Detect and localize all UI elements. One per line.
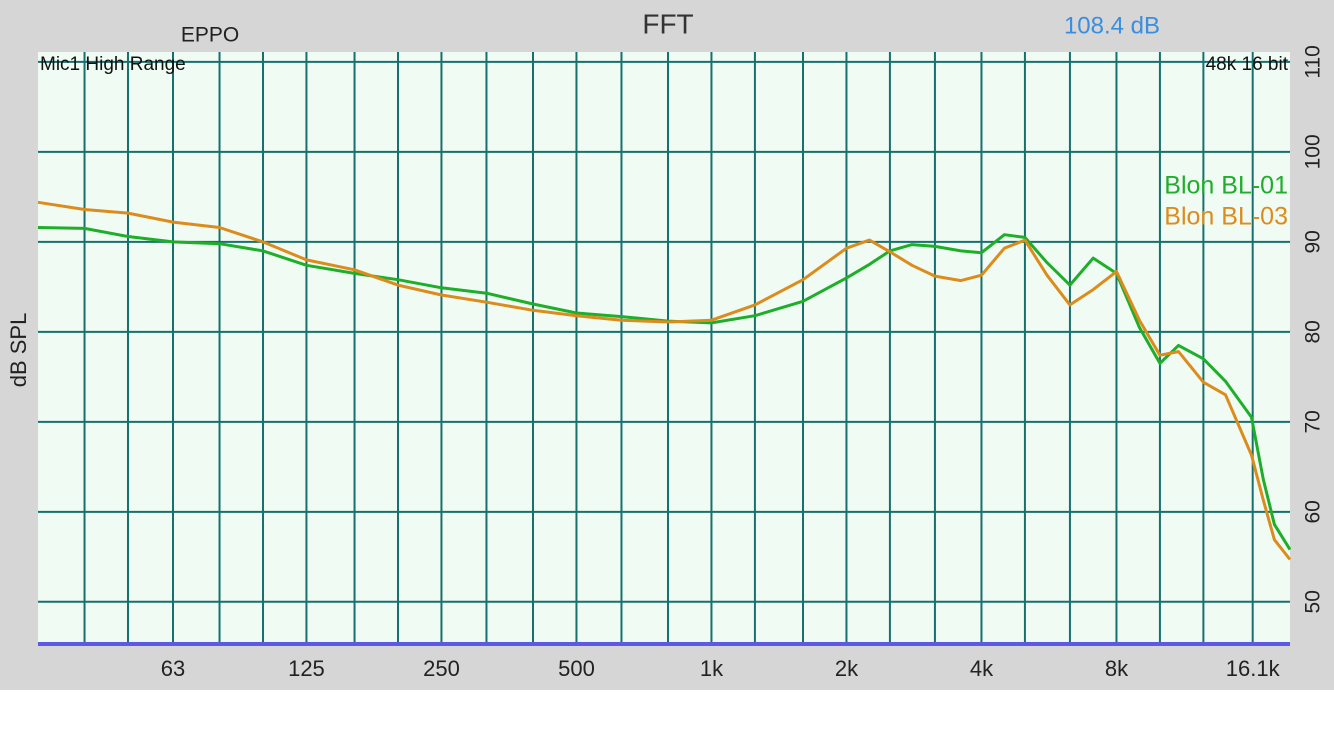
x-tick-label: 4k bbox=[970, 656, 994, 681]
y-tick-label: 50 bbox=[1302, 590, 1325, 613]
x-tick-label: 63 bbox=[161, 656, 185, 681]
level-readout: 108.4 dB bbox=[1064, 12, 1160, 39]
chart-title: FFT bbox=[642, 8, 693, 39]
grid bbox=[38, 52, 1290, 645]
x-tick-label: 8k bbox=[1105, 656, 1129, 681]
series-lines bbox=[37, 200, 1292, 561]
y-tick-label: 100 bbox=[1302, 134, 1325, 169]
x-tick-label: 125 bbox=[288, 656, 325, 681]
y-tick-label: 110 bbox=[1302, 45, 1325, 78]
plot-area bbox=[38, 52, 1290, 645]
legend: Blon BL-01 Blon BL-03 bbox=[1164, 172, 1288, 231]
legend-entry: Blon BL-03 bbox=[1164, 203, 1288, 231]
legend-entry: Blon BL-01 bbox=[1164, 172, 1288, 200]
device-label: EPPO bbox=[181, 24, 239, 47]
series-line bbox=[37, 200, 1292, 561]
y-tick-label: 90 bbox=[1302, 230, 1325, 253]
x-tick-label: 16.1k bbox=[1226, 656, 1281, 681]
y-axis-label: dB SPL bbox=[6, 313, 31, 388]
x-tick-label: 2k bbox=[835, 656, 859, 681]
x-tick-label: 1k bbox=[700, 656, 724, 681]
y-tick-label: 60 bbox=[1302, 500, 1325, 523]
x-tick-label: 500 bbox=[558, 656, 595, 681]
y-tick-label: 80 bbox=[1302, 320, 1325, 343]
format-note: 48k 16 bit bbox=[1206, 54, 1289, 75]
mic-note: Mic1 High Range bbox=[40, 54, 186, 75]
y-tick-label: 70 bbox=[1302, 410, 1325, 433]
x-tick-label: 250 bbox=[423, 656, 460, 681]
